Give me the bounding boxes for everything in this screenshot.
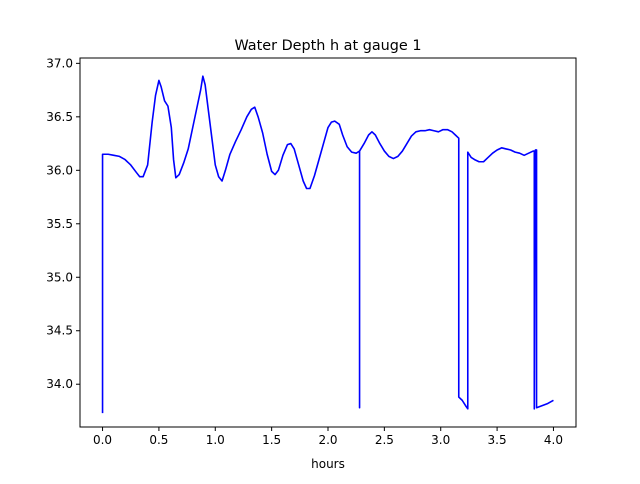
y-tick-label: 34.0 — [46, 377, 73, 391]
x-tick-label: 4.0 — [544, 433, 563, 447]
x-axis-ticks: 0.0 0.5 1.0 1.5 2.0 2.5 3.0 3.5 4.0 — [93, 427, 563, 447]
y-tick-label: 36.0 — [46, 163, 73, 177]
x-tick-label: 0.0 — [93, 433, 112, 447]
y-tick-label: 36.5 — [46, 110, 73, 124]
series-layer — [101, 75, 554, 414]
y-tick-label: 34.5 — [46, 324, 73, 338]
x-tick-label: 3.5 — [488, 433, 507, 447]
series-line-1 — [101, 75, 554, 414]
y-tick-label: 35.0 — [46, 270, 73, 284]
y-tick-label: 35.5 — [46, 217, 73, 231]
x-axis-title: hours — [311, 457, 345, 471]
y-tick-label: 37.0 — [46, 56, 73, 70]
plot-frame — [79, 57, 577, 428]
x-tick-label: 2.5 — [375, 433, 394, 447]
x-tick-label: 1.5 — [262, 433, 281, 447]
y-axis-ticks: 34.0 34.5 35.0 35.5 36.0 36.5 37.0 — [46, 56, 80, 391]
chart-title: Water Depth h at gauge 1 — [234, 38, 421, 54]
plot-area-background — [80, 58, 576, 427]
x-tick-label: 1.0 — [206, 433, 225, 447]
x-tick-label: 3.0 — [431, 433, 450, 447]
x-tick-label: 0.5 — [149, 433, 168, 447]
x-tick-label: 2.0 — [318, 433, 337, 447]
